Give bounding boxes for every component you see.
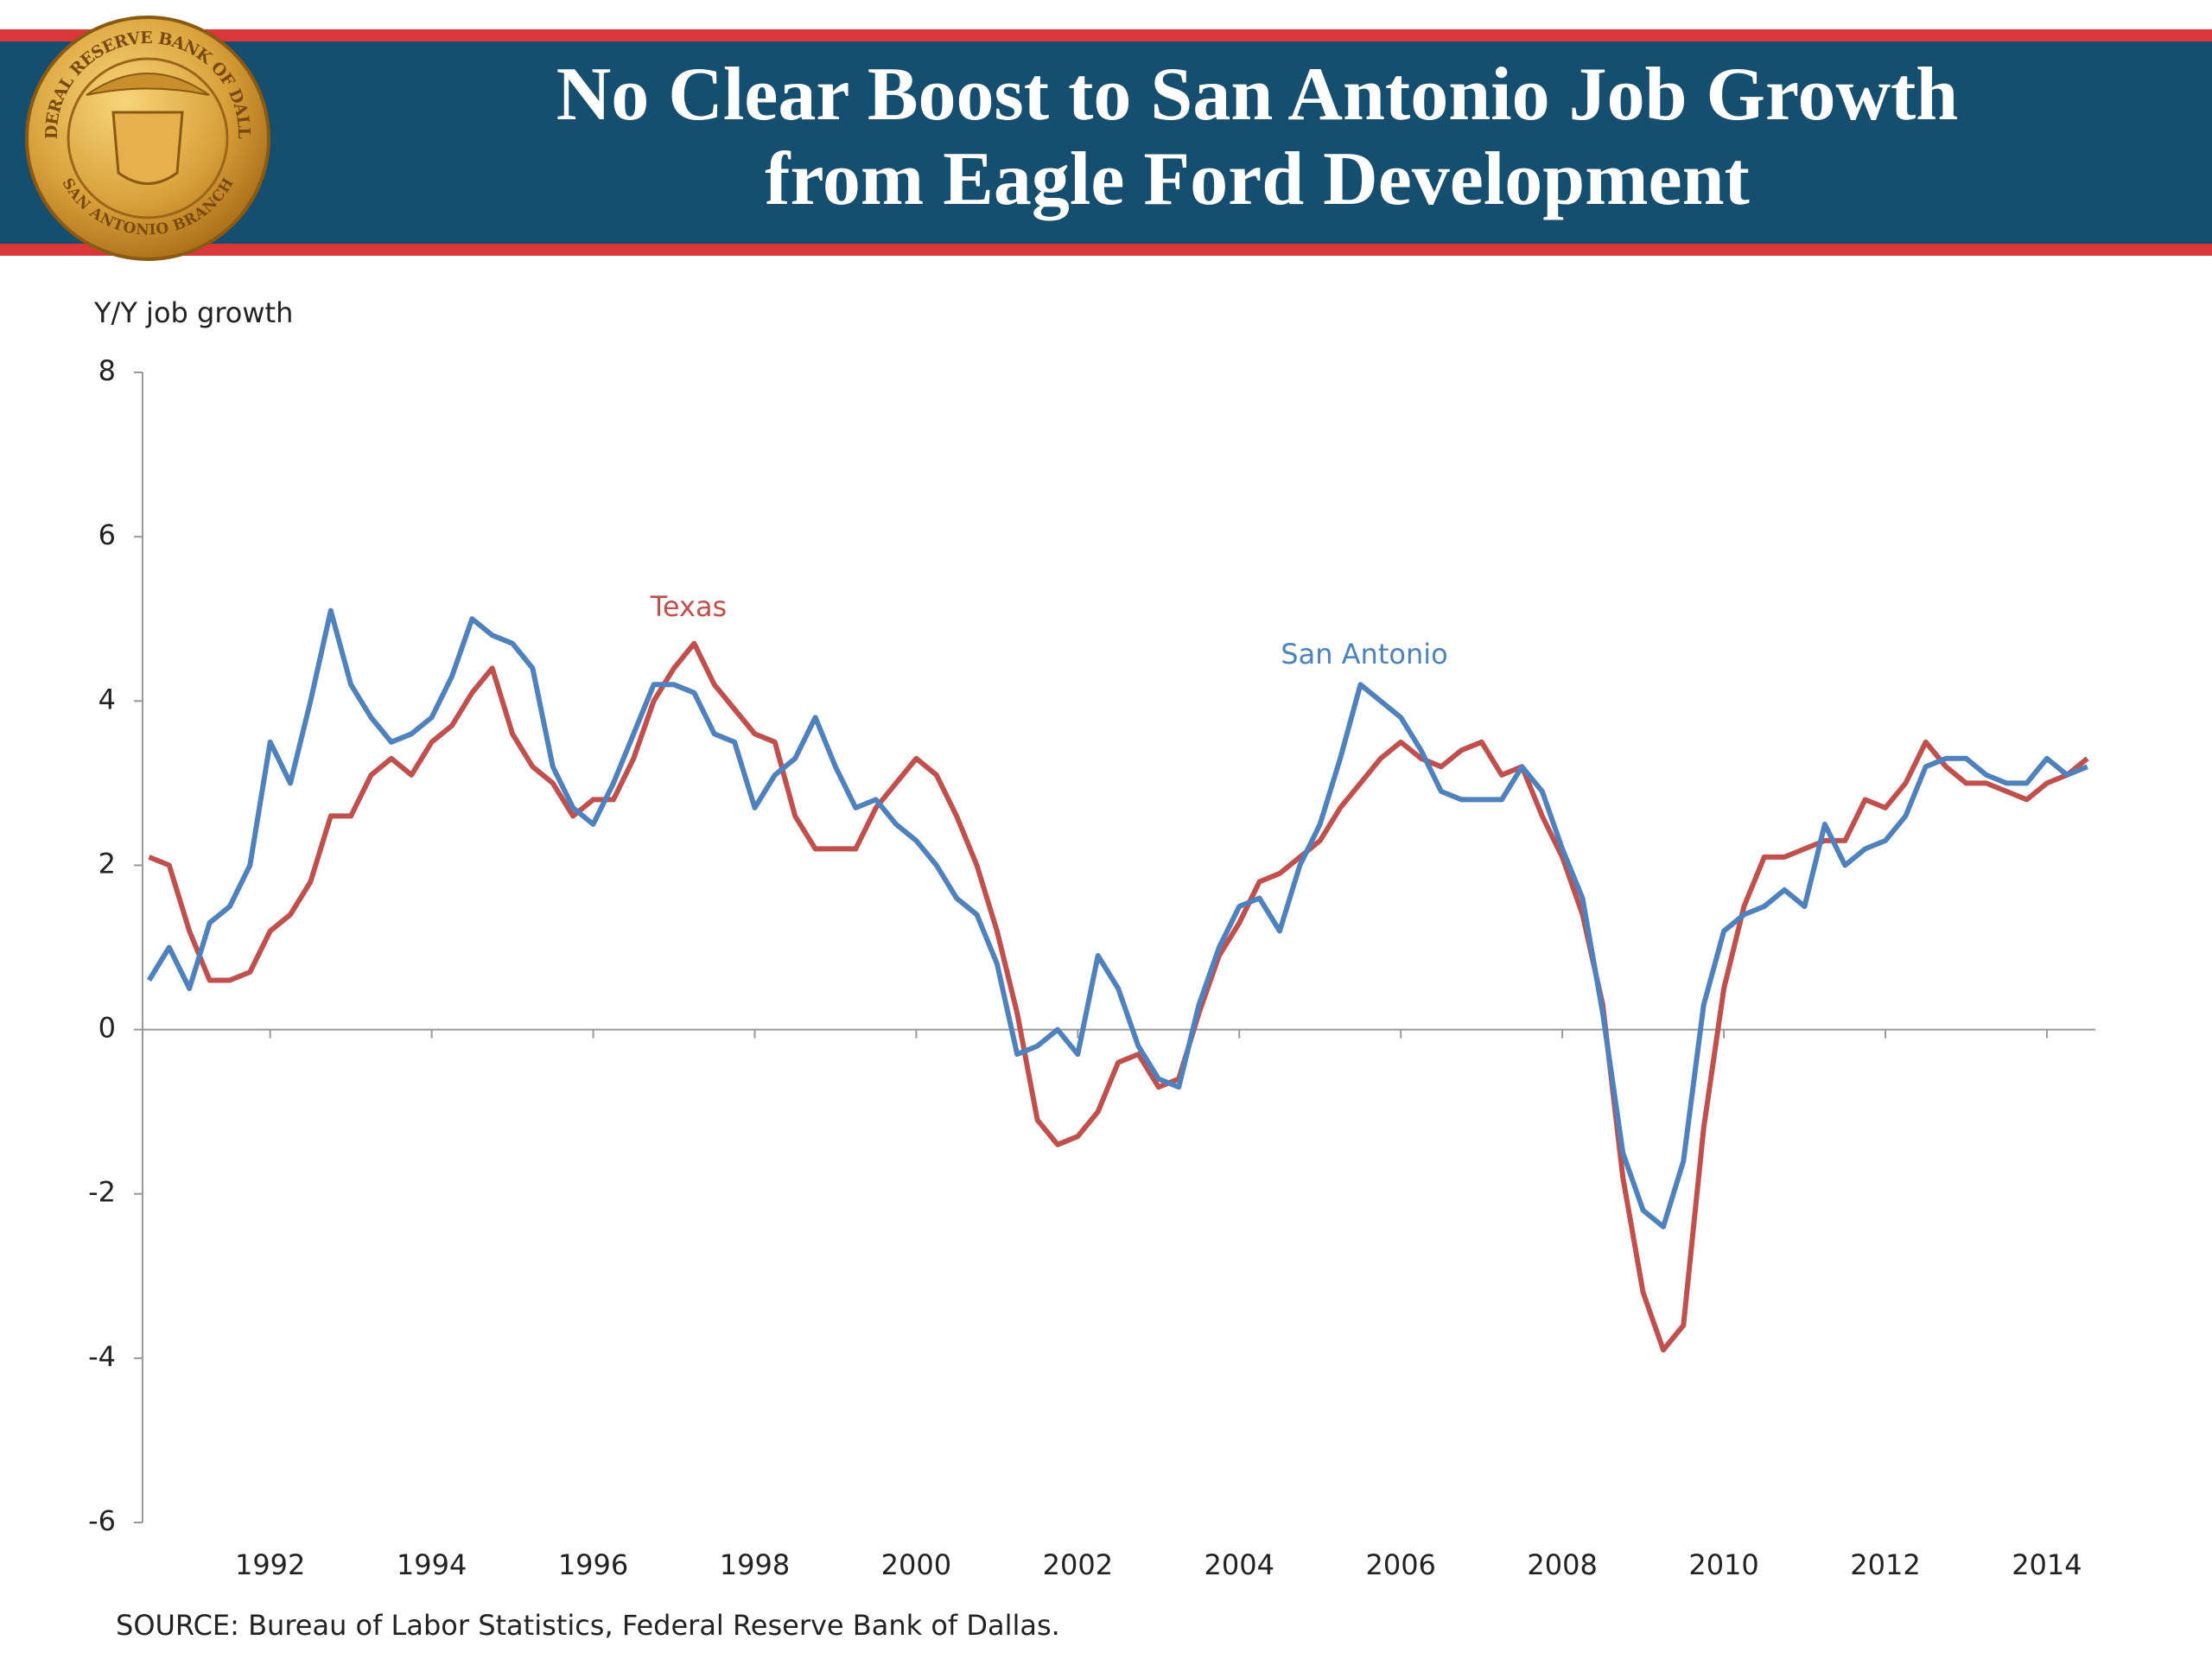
y-axis-label: Y/Y job growth [93, 296, 293, 329]
y-tick-label: -6 [88, 1504, 116, 1537]
banner-stripe [0, 29, 2212, 41]
banner [0, 41, 2212, 244]
x-tick-label: 2002 [1043, 1548, 1113, 1581]
y-tick-label: 6 [99, 518, 116, 551]
y-tick-label: -2 [88, 1176, 116, 1209]
x-tick-label: 2004 [1205, 1548, 1274, 1581]
banner-stripe [0, 244, 2212, 256]
y-tick-label: -4 [88, 1340, 116, 1373]
series-label: San Antonio [1281, 638, 1447, 671]
x-tick-label: 1998 [720, 1548, 790, 1581]
x-tick-label: 2012 [1850, 1548, 1920, 1581]
source-note: SOURCE: Bureau of Labor Statistics, Fede… [116, 1609, 1060, 1642]
chart-title: No Clear Boost to San Antonio Job Growth [556, 53, 1959, 137]
y-tick-label: 0 [99, 1012, 116, 1045]
x-tick-label: 2010 [1688, 1548, 1758, 1581]
x-tick-label: 2008 [1527, 1548, 1597, 1581]
x-tick-label: 1992 [235, 1548, 305, 1581]
series-label: Texas [650, 590, 727, 623]
x-tick-label: 2000 [881, 1548, 951, 1581]
y-tick-label: 2 [99, 847, 116, 880]
x-tick-label: 1994 [397, 1548, 467, 1581]
x-tick-label: 2014 [2012, 1548, 2082, 1581]
x-tick-label: 1996 [558, 1548, 628, 1581]
y-tick-label: 8 [99, 354, 116, 387]
series-line [146, 607, 2088, 1230]
y-tick-label: 4 [99, 683, 116, 715]
chart-title: from Eagle Ford Development [765, 137, 1750, 221]
x-tick-label: 2006 [1365, 1548, 1435, 1581]
series-line [148, 640, 2089, 1353]
